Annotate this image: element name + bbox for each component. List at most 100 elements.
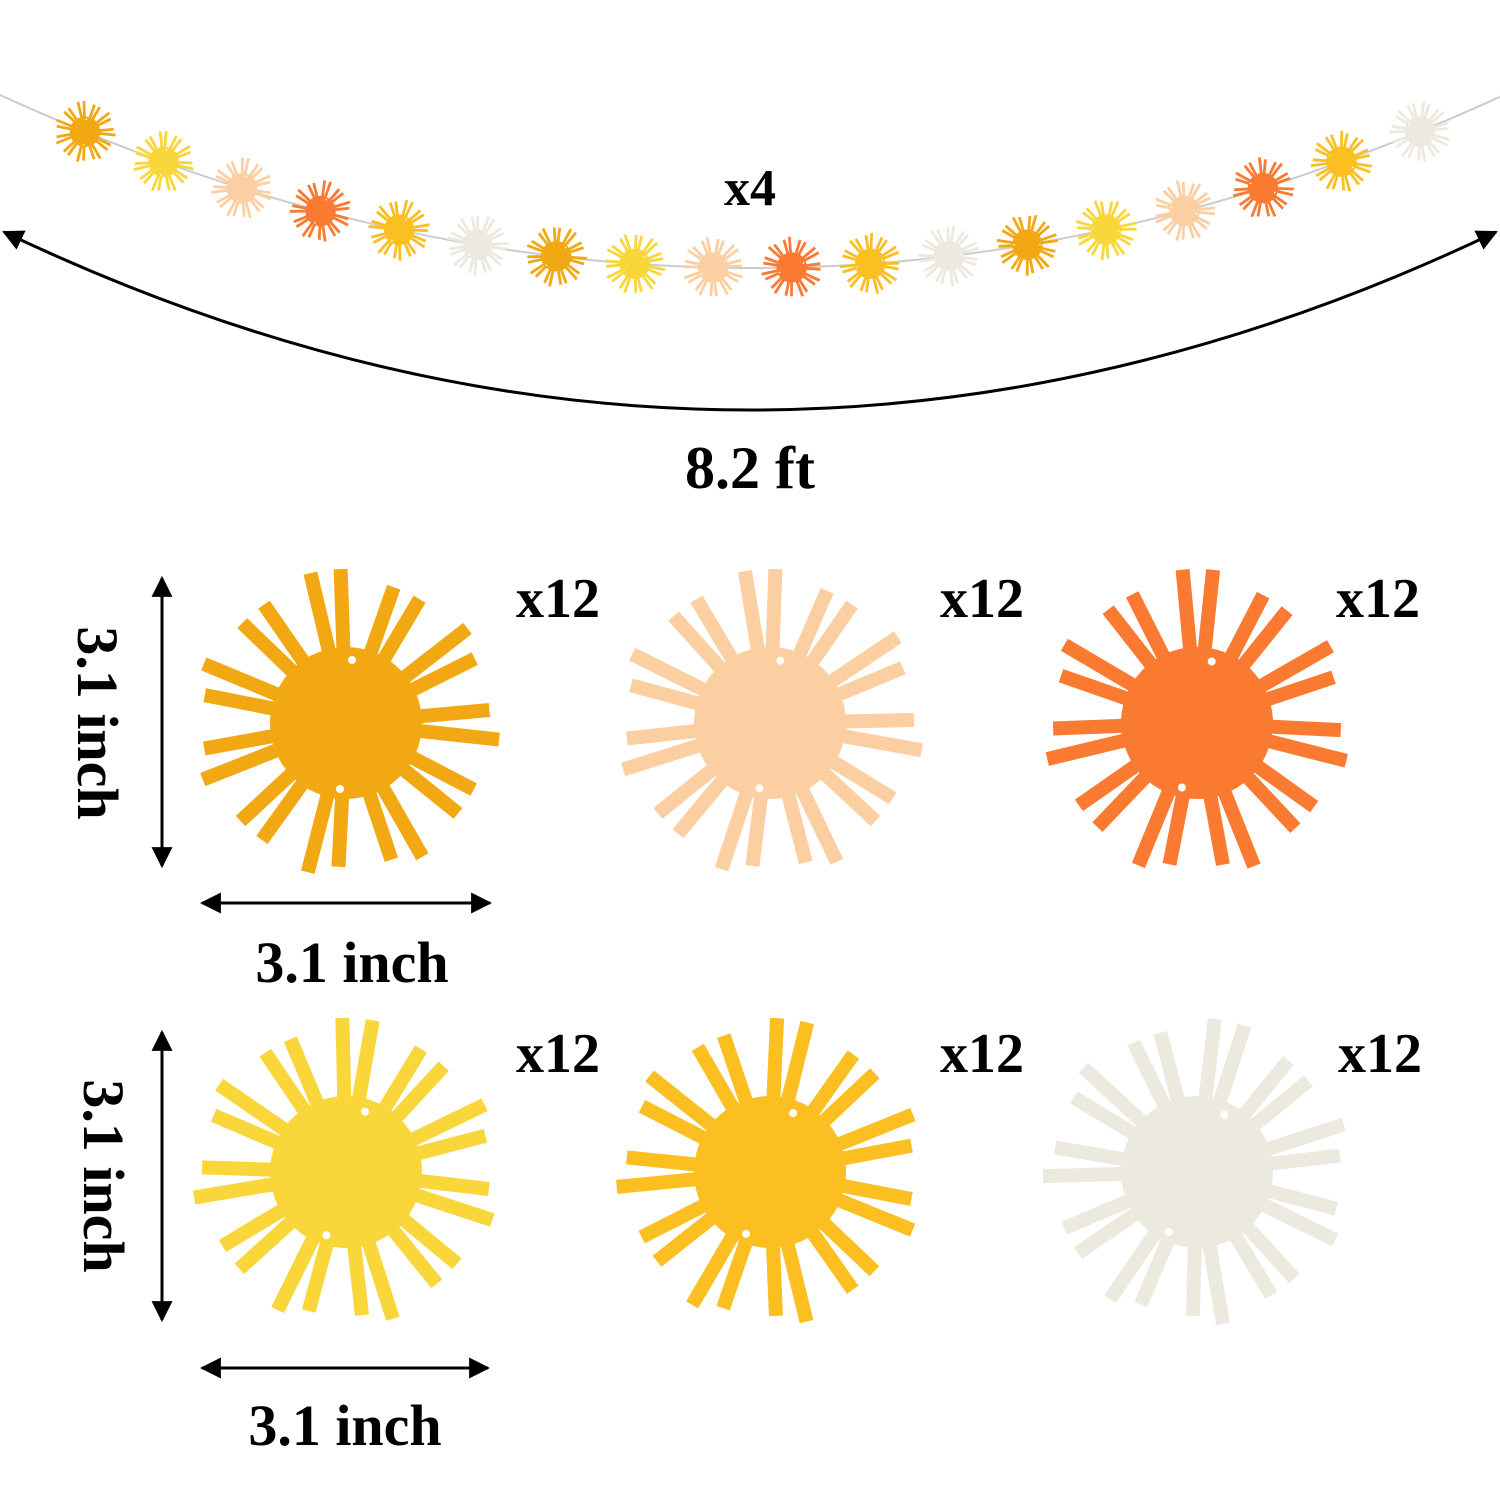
ray xyxy=(566,255,587,260)
width-label: 3.1 inch xyxy=(255,930,448,995)
hole xyxy=(1207,657,1216,666)
ray xyxy=(738,569,769,673)
sun xyxy=(605,234,666,294)
hole xyxy=(1177,783,1186,792)
ray xyxy=(1195,569,1221,673)
hole xyxy=(159,174,162,176)
ray xyxy=(289,209,311,213)
ray xyxy=(548,266,556,287)
hole xyxy=(360,1107,369,1116)
hole xyxy=(1328,154,1331,157)
sun xyxy=(200,568,500,874)
sun xyxy=(211,157,272,219)
hole xyxy=(723,260,726,263)
hole xyxy=(856,266,859,268)
hole xyxy=(236,200,239,202)
piece-count: x12 xyxy=(516,1023,600,1085)
sun-body xyxy=(855,248,886,279)
ray xyxy=(1115,221,1137,229)
hole xyxy=(644,255,646,258)
ray xyxy=(1196,1018,1222,1122)
ray xyxy=(82,100,87,122)
hole xyxy=(934,257,937,259)
hole xyxy=(405,218,407,221)
sun xyxy=(289,180,351,242)
sun-body xyxy=(619,248,650,279)
sun xyxy=(917,225,979,287)
ray xyxy=(473,255,479,276)
hole xyxy=(1170,206,1173,209)
sun xyxy=(621,568,923,872)
sun xyxy=(996,214,1059,276)
hole xyxy=(881,259,884,262)
width-label: 3.1 inch xyxy=(248,1393,441,1458)
sun-body xyxy=(1169,195,1200,226)
hole xyxy=(742,1229,751,1238)
sun xyxy=(1045,569,1349,869)
ray xyxy=(1194,210,1216,216)
piece-count: x12 xyxy=(1336,568,1420,630)
hole xyxy=(313,222,316,224)
ray xyxy=(173,162,194,171)
ray xyxy=(192,1173,296,1205)
ray xyxy=(917,254,939,258)
hole xyxy=(545,264,548,267)
ray xyxy=(1258,157,1264,178)
hole xyxy=(776,656,785,665)
sun xyxy=(447,215,509,276)
piece-count: x12 xyxy=(940,1023,1024,1085)
ray xyxy=(644,264,666,272)
sun-body xyxy=(1121,1096,1273,1248)
piece-count: x12 xyxy=(940,568,1024,630)
sun xyxy=(133,131,194,192)
ray xyxy=(1116,227,1137,231)
hole xyxy=(755,784,764,793)
sun xyxy=(761,236,821,297)
hole xyxy=(468,254,470,256)
hole xyxy=(960,253,963,256)
ray xyxy=(1273,186,1294,191)
hole xyxy=(778,271,781,274)
ray xyxy=(1198,1222,1230,1325)
ray xyxy=(335,1017,352,1121)
ray xyxy=(1420,141,1427,163)
sun xyxy=(616,1017,916,1324)
hole xyxy=(623,270,625,273)
ray xyxy=(242,157,250,179)
ray xyxy=(1194,206,1216,212)
sun xyxy=(55,100,116,162)
sun-body xyxy=(776,252,807,283)
sun-body xyxy=(1121,647,1273,799)
sun-body xyxy=(1247,172,1279,204)
hole xyxy=(165,148,168,151)
hole xyxy=(1091,227,1094,230)
garland-count: x4 xyxy=(724,160,776,217)
sun-body xyxy=(270,1096,422,1248)
sun xyxy=(1075,200,1137,261)
hole xyxy=(802,262,805,264)
sun-body xyxy=(305,195,336,227)
sun xyxy=(1232,157,1294,218)
ray xyxy=(368,225,389,231)
sun-body xyxy=(1404,116,1436,147)
sun xyxy=(368,199,430,261)
ray xyxy=(1389,130,1410,134)
ray xyxy=(409,223,430,230)
ray xyxy=(396,721,500,747)
ray xyxy=(163,131,168,152)
hole xyxy=(1274,191,1276,194)
sun xyxy=(192,1017,495,1321)
sun-body xyxy=(694,1096,846,1248)
ray xyxy=(1419,100,1426,122)
ray xyxy=(1272,189,1294,197)
piece-count: x12 xyxy=(1338,1023,1422,1085)
ray xyxy=(1175,569,1200,672)
sun xyxy=(839,232,900,294)
ray xyxy=(761,268,782,276)
sun xyxy=(1042,1018,1346,1325)
ray xyxy=(1025,255,1029,276)
ray xyxy=(948,266,954,287)
ray xyxy=(320,180,327,201)
ray xyxy=(616,1170,719,1194)
hole xyxy=(1164,1227,1173,1236)
